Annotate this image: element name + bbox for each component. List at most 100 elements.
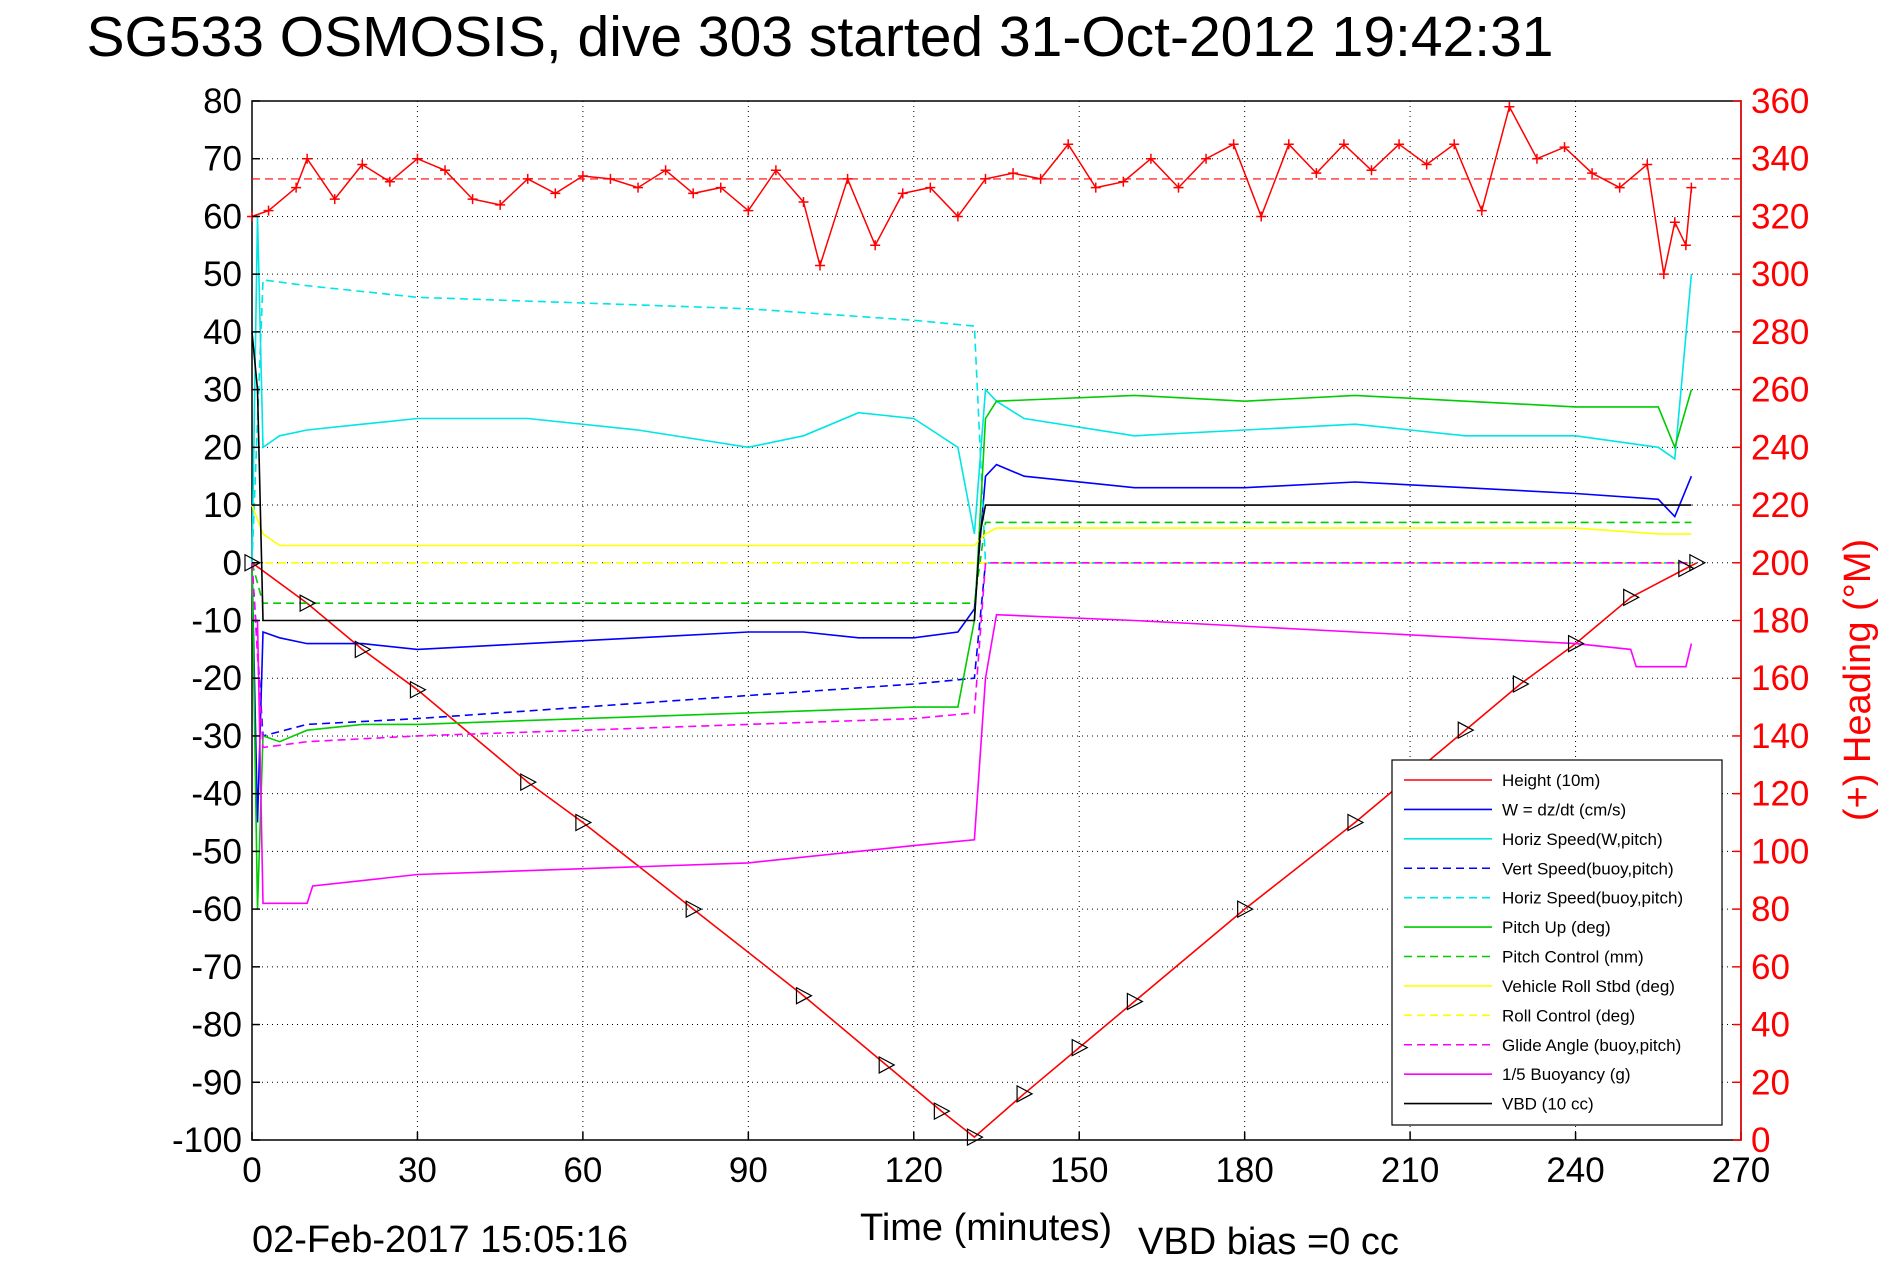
heading-point — [1680, 240, 1691, 251]
heading-point — [495, 199, 506, 210]
legend-label-roll-control: Roll Control (deg) — [1502, 1006, 1635, 1025]
y-right-axis-label: (+) Heading (°M) — [1837, 539, 1879, 821]
heading-point — [1394, 139, 1405, 150]
heading-point — [263, 205, 274, 216]
legend-label-pitch-up: Pitch Up (deg) — [1502, 918, 1611, 937]
y-right-tick-label: 40 — [1751, 1006, 1790, 1045]
series-layer — [244, 216, 1707, 1147]
heading-point — [1559, 142, 1570, 153]
y-right-tick-label: 200 — [1751, 544, 1809, 583]
height-marker — [1678, 559, 1696, 578]
y-tick-label: 10 — [203, 486, 242, 525]
heading-point — [1173, 182, 1184, 193]
y-axis-ticks: 80 70 60 50 40 30 20 10 0 -10 -20 -30 -40 -50 -60 -70 -8… — [172, 82, 260, 1160]
height-marker — [878, 1055, 896, 1074]
y-tick-label: -40 — [191, 775, 242, 814]
legend-label-pitch-control: Pitch Control (mm) — [1502, 948, 1644, 967]
heading-point — [633, 182, 644, 193]
y-tick-label: 30 — [203, 371, 242, 410]
heading-point — [1614, 182, 1625, 193]
heading-point — [1366, 165, 1377, 176]
heading-point — [1669, 217, 1680, 228]
y-tick-label: 20 — [203, 428, 242, 467]
series-w-dzdt — [251, 463, 1693, 823]
y-tick-label: -30 — [191, 717, 242, 756]
y-right-tick-label: 140 — [1751, 717, 1809, 756]
height-marker — [299, 594, 317, 613]
y-right-tick-label: 100 — [1751, 832, 1809, 871]
legend-label-height: Height (10m) — [1502, 771, 1600, 790]
heading-point — [1587, 168, 1598, 179]
y-right-tick-label: 340 — [1751, 140, 1809, 179]
heading-point — [870, 240, 881, 251]
heading-point — [743, 205, 754, 216]
x-tick-label: 30 — [398, 1151, 437, 1190]
heading-point — [1476, 205, 1487, 216]
series-horiz-speed-buoy — [251, 278, 1692, 564]
x-tick-label: 270 — [1712, 1151, 1770, 1190]
heading-point — [1063, 139, 1074, 150]
y-right-tick-label: 220 — [1751, 486, 1809, 525]
heading-point — [291, 182, 302, 193]
y-right-tick-label: 20 — [1751, 1063, 1790, 1102]
series-vehicle-roll — [251, 504, 1692, 547]
y-right-tick-label: 320 — [1751, 197, 1809, 236]
heading-point — [842, 173, 853, 184]
height-marker — [244, 553, 262, 572]
y-tick-label: 60 — [203, 197, 242, 236]
heading-point — [815, 260, 826, 271]
height-marker — [933, 1102, 951, 1121]
height-marker — [1347, 813, 1365, 832]
legend-label-vbd: VBD (10 cc) — [1502, 1095, 1594, 1114]
height-marker — [520, 773, 538, 792]
series-height — [251, 562, 1698, 1139]
heading-point — [440, 165, 451, 176]
heading-point — [550, 188, 561, 199]
legend-label-buoyancy: 1/5 Buoyancy (g) — [1502, 1065, 1631, 1084]
series-vbd — [251, 331, 1692, 622]
series-pitch-up — [251, 389, 1693, 910]
heading-point — [384, 176, 395, 187]
y-tick-label: 70 — [203, 140, 242, 179]
x-tick-label: 240 — [1546, 1151, 1604, 1190]
series-buoyancy — [252, 613, 1693, 905]
y-tick-label: -80 — [191, 1006, 242, 1045]
legend-box — [1391, 759, 1723, 1126]
height-marker — [1623, 588, 1640, 607]
height-marker — [409, 680, 427, 699]
y-right-tick-label: 0 — [1751, 1121, 1770, 1160]
y-right-tick-label: 260 — [1751, 371, 1809, 410]
heading-point — [1686, 182, 1697, 193]
x-tick-label: 60 — [563, 1151, 602, 1190]
height-marker — [354, 640, 372, 659]
y-tick-label: -70 — [191, 948, 242, 987]
heading-point — [302, 153, 313, 164]
height-marker — [1567, 634, 1585, 653]
heading-point — [1035, 173, 1046, 184]
heading-point — [952, 211, 963, 222]
height-marker — [1457, 721, 1475, 740]
heading-point — [1283, 139, 1294, 150]
heading-point — [605, 173, 616, 184]
heading-point — [660, 165, 671, 176]
heading-point — [1201, 153, 1212, 164]
heading-layer — [247, 101, 1741, 280]
height-marker — [1126, 992, 1144, 1011]
heading-point — [1090, 182, 1101, 193]
height-marker — [1071, 1038, 1089, 1057]
heading-point — [897, 188, 908, 199]
legend: Height (10m) W = dz/dt (cm/s) Horiz Speed(… — [1391, 759, 1723, 1126]
heading-point — [798, 197, 809, 208]
heading-point — [1118, 176, 1129, 187]
heading-point — [1008, 168, 1019, 179]
heading-point — [770, 165, 781, 176]
series-glide-angle — [251, 561, 1692, 749]
series-horiz-speed-w-pitch — [251, 216, 1693, 563]
legend-label-horiz-speed-buoy: Horiz Speed(buoy,pitch) — [1502, 889, 1683, 908]
y-right-tick-label: 80 — [1751, 890, 1790, 929]
legend-label-vehicle-roll: Vehicle Roll Stbd (deg) — [1502, 977, 1675, 996]
heading-point — [522, 173, 533, 184]
heading-point — [1531, 153, 1542, 164]
height-marker — [1237, 900, 1254, 919]
